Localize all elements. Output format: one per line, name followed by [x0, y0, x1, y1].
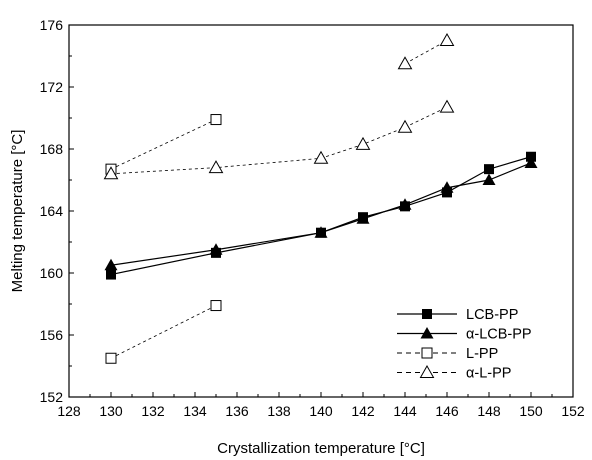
x-tick-label: 140 — [309, 403, 333, 419]
y-tick-label: 168 — [40, 141, 64, 157]
data-point — [313, 150, 329, 164]
legend-label: LCB-PP — [466, 307, 518, 323]
x-tick-label: 128 — [57, 403, 81, 419]
series-line — [404, 40, 448, 65]
data-point — [103, 166, 119, 180]
legend-marker — [419, 364, 435, 378]
y-tick-label: 172 — [40, 79, 64, 95]
data-point — [397, 119, 413, 133]
y-tick-label: 156 — [40, 327, 64, 343]
x-tick-label: 144 — [393, 403, 417, 419]
x-tick-label: 134 — [183, 403, 207, 419]
data-point — [524, 156, 538, 168]
data-point — [398, 198, 412, 210]
legend-marker — [422, 309, 432, 319]
x-tick-label: 148 — [477, 403, 501, 419]
data-point — [484, 164, 494, 175]
data-point — [209, 243, 223, 255]
data-point — [106, 269, 116, 280]
y-tick-label: 160 — [40, 265, 64, 281]
data-point — [210, 114, 222, 126]
y-tick-label: 164 — [40, 203, 64, 219]
series-2 — [104, 156, 538, 271]
data-point — [440, 181, 454, 193]
data-point — [482, 173, 496, 185]
series-4 — [103, 32, 455, 180]
legend-marker — [421, 347, 433, 359]
y-axis: 152 156 160 164 168 172 176 — [40, 17, 74, 405]
series-line — [110, 162, 532, 266]
legend-label: α-L-PP — [466, 366, 511, 382]
x-tick-label: 150 — [519, 403, 543, 419]
plot-area — [68, 24, 574, 398]
data-point — [439, 32, 455, 46]
legend-label: α-LCB-PP — [466, 327, 532, 343]
x-tick-label: 138 — [267, 403, 291, 419]
x-tick-label: 146 — [435, 403, 459, 419]
x-tick-label: 130 — [99, 403, 123, 419]
data-point — [356, 212, 370, 224]
x-tick-label: 136 — [225, 403, 249, 419]
data-point — [210, 300, 222, 312]
x-tick-label: 132 — [141, 403, 165, 419]
legend-label: L-PP — [466, 346, 498, 362]
series-layer — [103, 32, 538, 364]
x-tick-label: 142 — [351, 403, 375, 419]
x-axis: 128 130 132 134 136 138 140 142 144 146 148 150 152 — [57, 392, 585, 419]
data-point — [397, 56, 413, 70]
y-tick-label: 176 — [40, 17, 64, 33]
y-tick-label: 152 — [40, 389, 64, 405]
data-point — [439, 99, 455, 113]
data-point — [314, 226, 328, 238]
y-axis-label: Melting temperature [°C] — [9, 130, 26, 293]
series-line — [110, 119, 217, 170]
legend: LCB-PP α-LCB-PP L-PP α-L-PP — [397, 307, 532, 382]
data-point — [355, 136, 371, 150]
x-tick-label: 152 — [561, 403, 585, 419]
series-line — [110, 305, 217, 359]
data-point — [208, 160, 224, 174]
data-point — [104, 258, 118, 271]
x-axis-label: Crystallization temperature [°C] — [217, 440, 425, 457]
legend-marker — [420, 327, 434, 339]
series-line — [110, 106, 448, 175]
data-point — [105, 352, 117, 364]
